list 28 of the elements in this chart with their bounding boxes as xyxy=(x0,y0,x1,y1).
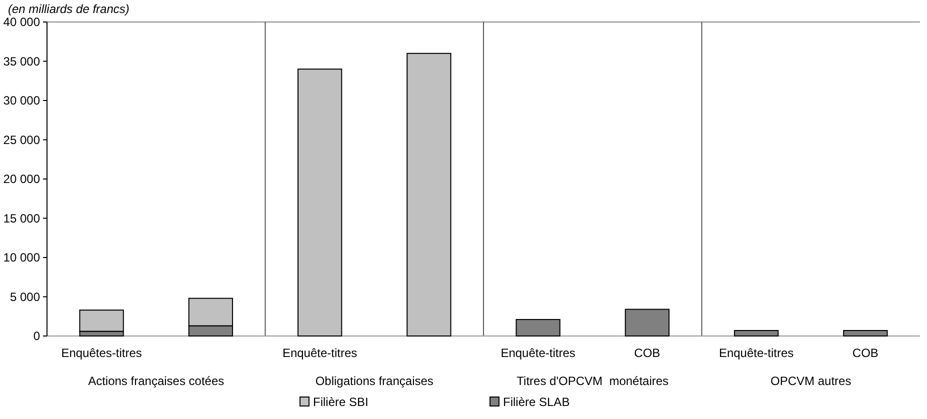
legend-label: Filière SBI xyxy=(313,395,368,409)
y-tick-label: 35 000 xyxy=(3,54,40,68)
chart-title: (en milliards de francs) xyxy=(8,2,130,16)
bar xyxy=(297,68,342,336)
y-tick-label: 5 000 xyxy=(10,290,40,304)
x-tick-label: COB xyxy=(634,346,660,360)
y-tick-label: 0 xyxy=(33,329,40,344)
y-tick-label: 25 000 xyxy=(3,132,40,147)
y-tick-label: 15 000 xyxy=(3,211,40,226)
bar xyxy=(516,319,560,336)
y-tick-label: 10 000 xyxy=(3,250,40,265)
text: Obligations françaises xyxy=(315,374,434,388)
x-tick-label: Enquêtes-titres xyxy=(61,346,142,360)
bar xyxy=(406,52,452,336)
y-tick-label: 40 000 xyxy=(3,15,40,30)
bar xyxy=(624,308,670,336)
text: Titres d'OPCVM monétaires xyxy=(516,374,669,388)
legend-label: Filière SLAB xyxy=(503,395,570,409)
x-tick-label: COB xyxy=(852,346,878,360)
y-tick-label: 30 000 xyxy=(3,94,40,108)
x-tick-label: Enquête-titres xyxy=(500,346,576,360)
text: OPCVM autres xyxy=(770,374,852,388)
bar xyxy=(843,330,888,336)
x-tick-label: Enquête-titres xyxy=(282,346,358,360)
text: Actions françaises cotées xyxy=(88,374,224,388)
y-tick-label: 20 000 xyxy=(3,172,40,186)
bar xyxy=(734,330,779,336)
x-tick-label: Enquête-titres xyxy=(718,346,794,360)
